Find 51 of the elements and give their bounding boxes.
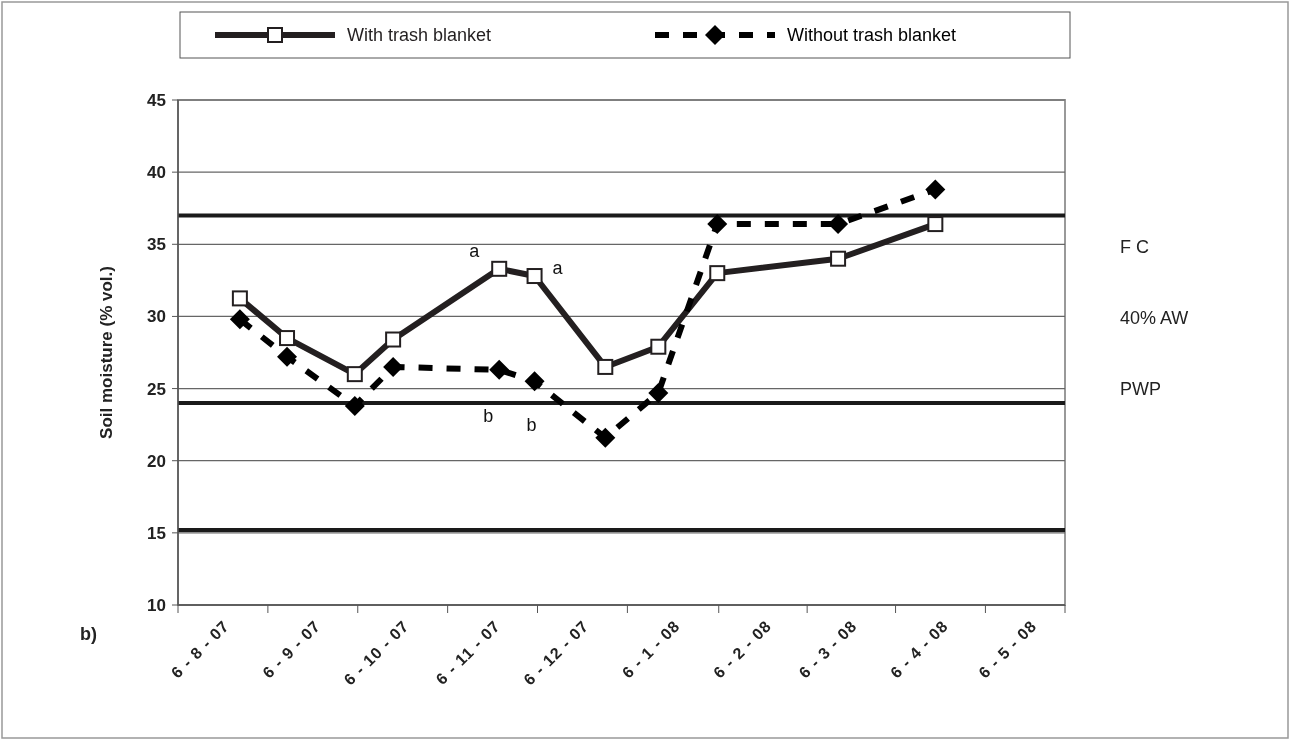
x-tick-label: 6 - 1 - 08 (618, 617, 684, 682)
point (707, 214, 728, 235)
y-tick-label: 45 (147, 90, 166, 110)
y-tick-label: 30 (147, 307, 166, 327)
y-tick-label: 15 (147, 523, 166, 543)
x-tick-label: 6 - 5 - 08 (975, 617, 1040, 682)
annotation: b (526, 415, 537, 436)
x-tick-label: 6 - 10 - 07 (340, 617, 413, 689)
x-tick-label: 6 - 3 - 08 (795, 617, 860, 682)
point (830, 250, 847, 267)
x-tick-label: 6 - 8 - 07 (167, 617, 233, 682)
point (927, 216, 944, 233)
annotation: b (483, 405, 494, 426)
point (346, 366, 363, 383)
text: F C (1120, 237, 1149, 257)
text: PWP (1120, 379, 1162, 399)
point (489, 359, 510, 380)
point (383, 356, 404, 377)
y-tick-label: 20 (147, 451, 166, 471)
annotation: a (469, 240, 481, 261)
y-axis-title: Soil moisture (% vol.) (97, 266, 116, 439)
y-tick-label: 35 (147, 235, 166, 255)
x-tick-label: 6 - 11 - 07 (432, 617, 504, 688)
x-tick-label: 6 - 9 - 07 (259, 617, 324, 682)
point (385, 331, 402, 348)
text: b) (80, 624, 97, 644)
annotation: a (552, 258, 564, 279)
point (229, 309, 250, 330)
point (526, 268, 543, 285)
point (344, 395, 365, 416)
y-tick-label: 10 (147, 595, 166, 615)
x-tick-label: 6 - 4 - 08 (886, 617, 952, 682)
point (925, 179, 946, 200)
y-tick-label: 40 (147, 163, 166, 183)
x-tick-label: 6 - 2 - 08 (710, 617, 775, 682)
point (709, 265, 726, 282)
point (648, 382, 669, 403)
point (597, 358, 614, 375)
point (491, 260, 508, 277)
y-tick-label: 25 (147, 379, 166, 399)
point (277, 346, 298, 367)
x-tick-label: 6 - 12 - 07 (520, 617, 592, 689)
text: Without trash blanket (787, 25, 957, 45)
text: 40% AW (1120, 308, 1189, 328)
point (828, 214, 849, 235)
point (524, 371, 545, 392)
text: With trash blanket (347, 25, 492, 45)
point (279, 330, 296, 347)
point (650, 338, 667, 355)
point (231, 290, 248, 307)
point (595, 427, 616, 448)
